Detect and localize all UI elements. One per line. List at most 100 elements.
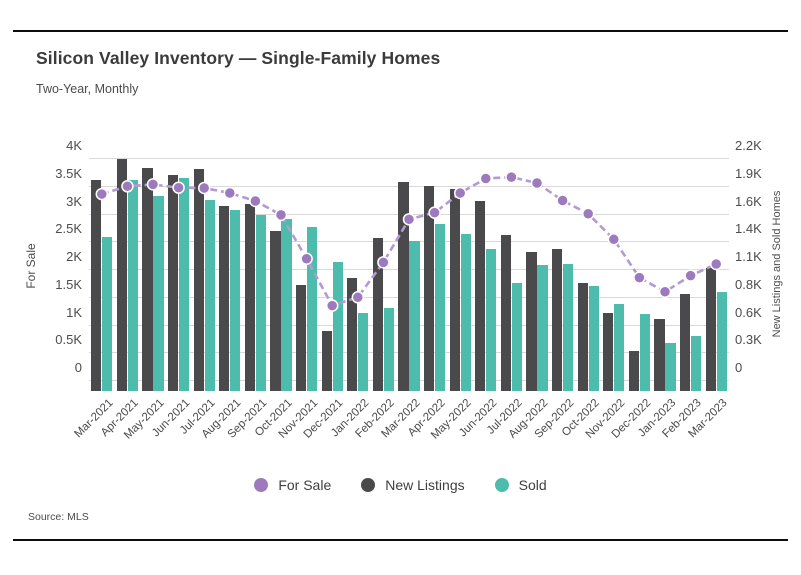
bar-sold bbox=[639, 313, 650, 391]
line-point-for-sale bbox=[223, 186, 237, 200]
y-tick-left: 1K bbox=[66, 304, 82, 320]
bar-new-listings bbox=[91, 180, 102, 391]
legend-label: New Listings bbox=[385, 477, 465, 493]
gridline bbox=[89, 352, 729, 354]
bar-sold bbox=[281, 218, 292, 391]
gridline bbox=[89, 158, 729, 159]
line-point-for-sale bbox=[121, 180, 134, 193]
bar-new-listings bbox=[116, 159, 127, 391]
bar-new-listings bbox=[142, 168, 153, 391]
line-point-for-sale bbox=[556, 194, 569, 207]
bar-sold bbox=[435, 224, 446, 391]
bar-sold bbox=[486, 248, 497, 391]
line-point-for-sale bbox=[505, 170, 518, 184]
y-tick-left: 0.5K bbox=[55, 332, 82, 348]
bar-sold bbox=[332, 262, 343, 391]
bar-sold bbox=[204, 200, 215, 391]
line-point-for-sale bbox=[658, 285, 672, 299]
legend-marker bbox=[254, 478, 269, 492]
bar-sold bbox=[358, 313, 369, 391]
line-point-for-sale bbox=[146, 178, 160, 191]
y-tick-right: 1.4K bbox=[735, 221, 762, 237]
bar-new-listings bbox=[552, 248, 563, 391]
bar-sold bbox=[511, 282, 522, 391]
line-point-for-sale bbox=[95, 187, 109, 201]
y-tick-left: 3.5K bbox=[55, 165, 82, 181]
y-tick-right: 1.9K bbox=[735, 165, 762, 181]
line-point-for-sale bbox=[402, 213, 416, 226]
bar-sold bbox=[716, 291, 727, 391]
line-point-for-sale bbox=[581, 207, 595, 221]
bar-new-listings bbox=[193, 169, 204, 391]
bar-new-listings bbox=[628, 350, 639, 391]
line-point-for-sale bbox=[274, 208, 288, 222]
gridline bbox=[89, 380, 729, 381]
gridline bbox=[89, 185, 729, 187]
bar-sold bbox=[460, 234, 471, 391]
gridline bbox=[89, 296, 729, 298]
bar-new-listings bbox=[168, 174, 179, 391]
line-point-for-sale bbox=[684, 269, 697, 282]
line-point-for-sale bbox=[325, 299, 339, 312]
bar-new-listings bbox=[500, 234, 511, 391]
line-point-for-sale bbox=[530, 176, 544, 190]
y-tick-right: 0.6K bbox=[735, 304, 762, 320]
y-tick-left: 1.5K bbox=[55, 276, 82, 292]
y-tick-left: 0 bbox=[74, 360, 82, 375]
bar-sold bbox=[614, 304, 625, 391]
chart-subtitle: Two-Year, Monthly bbox=[36, 82, 139, 96]
line-point-for-sale bbox=[607, 233, 621, 246]
bar-sold bbox=[127, 179, 138, 391]
bar-new-listings bbox=[680, 294, 691, 391]
bar-sold bbox=[563, 264, 574, 391]
bar-new-listings bbox=[296, 284, 307, 391]
legend-item-for-sale: For Sale bbox=[254, 477, 331, 493]
y-tick-left: 2.5K bbox=[55, 221, 82, 237]
bar-new-listings bbox=[526, 251, 537, 391]
line-point-for-sale bbox=[351, 291, 365, 304]
line-point-for-sale bbox=[249, 194, 262, 208]
for-sale-line bbox=[101, 175, 717, 308]
line-point-for-sale bbox=[479, 172, 493, 185]
legend-marker bbox=[361, 478, 376, 492]
bar-new-listings bbox=[705, 267, 716, 391]
gridline bbox=[89, 269, 729, 270]
gridline bbox=[89, 324, 729, 326]
line-point-for-sale bbox=[709, 257, 723, 271]
bar-new-listings bbox=[654, 319, 665, 391]
bar-new-listings bbox=[449, 188, 460, 391]
bar-new-listings bbox=[372, 238, 383, 391]
legend-label: Sold bbox=[518, 477, 547, 493]
bar-new-listings bbox=[347, 277, 358, 391]
y-tick-left: 2K bbox=[66, 249, 82, 264]
right-axis-title: New Listings and Sold Homes bbox=[771, 190, 783, 338]
y-tick-right: 0.8K bbox=[735, 276, 762, 292]
bar-sold bbox=[383, 307, 394, 391]
bar-new-listings bbox=[475, 201, 486, 391]
legend-item-sold: Sold bbox=[494, 477, 547, 493]
bar-sold bbox=[230, 209, 241, 391]
line-point-for-sale bbox=[172, 181, 185, 194]
legend-item-new-listings: New Listings bbox=[361, 477, 465, 493]
y-tick-right: 2.2K bbox=[735, 138, 762, 153]
bar-sold bbox=[409, 240, 420, 391]
bottom-rule bbox=[13, 539, 788, 541]
bar-sold bbox=[307, 226, 318, 391]
line-point-for-sale bbox=[453, 186, 467, 200]
y-tick-right: 1.1K bbox=[735, 249, 762, 264]
bar-sold bbox=[537, 264, 548, 391]
bar-new-listings bbox=[244, 203, 255, 391]
bar-sold bbox=[255, 215, 266, 391]
chart-title: Silicon Valley Inventory — Single-Family… bbox=[36, 48, 441, 68]
bar-new-listings bbox=[270, 230, 281, 391]
bar-sold bbox=[588, 286, 599, 391]
bar-sold bbox=[102, 236, 113, 391]
source-note: Source: MLS bbox=[28, 511, 89, 523]
bar-sold bbox=[665, 342, 676, 391]
y-tick-right: 1.6K bbox=[735, 193, 762, 209]
y-tick-left: 3K bbox=[66, 193, 82, 209]
for-sale-line-layer bbox=[95, 170, 723, 312]
line-point-for-sale bbox=[428, 206, 441, 219]
bar-new-listings bbox=[577, 282, 588, 391]
